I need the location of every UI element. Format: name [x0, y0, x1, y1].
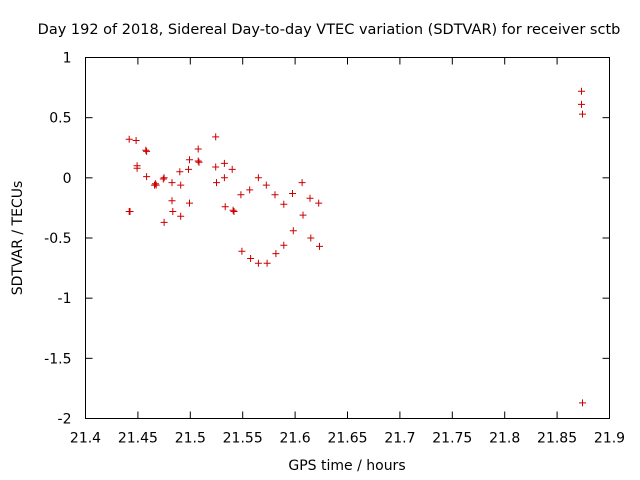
data-point	[213, 179, 220, 187]
data-point	[169, 208, 177, 215]
data-point	[229, 206, 237, 214]
plot-frame	[85, 57, 610, 419]
y-tick-label: -2	[58, 412, 72, 428]
data-point	[152, 181, 160, 189]
data-point	[177, 181, 185, 189]
data-point	[254, 259, 262, 267]
data-point	[143, 173, 151, 181]
x-axis-label: GPS time / hours	[288, 458, 405, 474]
x-tick-label: 21.85	[537, 431, 577, 447]
data-point	[212, 133, 220, 141]
y-tick-label: 0.5	[49, 111, 71, 127]
data-point	[151, 180, 159, 188]
data-point	[280, 200, 288, 208]
data-point	[133, 164, 141, 172]
data-point	[262, 181, 270, 189]
data-series	[125, 87, 586, 407]
y-tick-label: -0.5	[44, 231, 71, 247]
data-point	[160, 174, 168, 182]
data-point	[254, 174, 262, 182]
y-tick-label: 1	[63, 51, 72, 67]
data-point	[272, 250, 280, 258]
data-point	[142, 146, 150, 154]
data-point	[228, 165, 236, 173]
data-point	[194, 157, 202, 165]
data-point	[237, 191, 245, 199]
chart-title: Day 192 of 2018, Sidereal Day-to-day VTE…	[38, 22, 621, 38]
x-tick-label: 21.75	[432, 431, 472, 447]
data-point	[271, 191, 279, 199]
data-point	[578, 100, 585, 108]
data-point	[578, 87, 585, 95]
data-point	[176, 168, 184, 176]
data-point	[221, 203, 229, 211]
data-point	[177, 212, 185, 220]
x-tick-label: 21.5	[175, 431, 206, 447]
x-tick-label: 21.6	[280, 431, 311, 447]
data-point	[307, 234, 315, 242]
data-point	[212, 163, 220, 171]
data-point	[195, 158, 203, 166]
data-point	[289, 227, 297, 235]
x-tick-label: 21.45	[118, 431, 158, 447]
x-tick-label: 21.9	[594, 431, 625, 447]
x-tick-label: 21.8	[489, 431, 520, 447]
data-point	[194, 145, 202, 153]
data-point	[186, 156, 193, 164]
data-point	[220, 159, 228, 167]
data-point	[306, 194, 314, 202]
data-point	[579, 399, 586, 407]
data-point	[263, 259, 271, 267]
data-point	[185, 165, 192, 173]
data-point	[126, 208, 134, 215]
y-tick-label: -1.5	[44, 351, 71, 367]
x-tick-label: 21.4	[70, 431, 101, 447]
data-point	[316, 242, 323, 250]
data-point	[143, 147, 151, 155]
y-tick-label: -1	[58, 291, 72, 307]
data-point	[132, 137, 140, 144]
data-point	[238, 247, 246, 255]
x-tick-label: 21.55	[223, 431, 263, 447]
data-point	[298, 179, 306, 187]
x-tick-label: 21.7	[384, 431, 415, 447]
x-axis: 21.4 21.45 21.5 21.55 21.6 21.65 21.7 21.75 21.8…	[70, 57, 625, 447]
data-point	[125, 135, 133, 143]
data-point	[168, 179, 176, 187]
x-tick-label: 21.65	[327, 431, 367, 447]
data-point	[186, 199, 193, 207]
data-point	[280, 241, 288, 249]
data-point	[289, 190, 296, 197]
y-axis-label: SDTVAR / TECUs	[10, 181, 26, 296]
data-point	[160, 218, 168, 226]
data-point	[315, 199, 323, 207]
data-point	[230, 208, 238, 215]
data-point	[579, 110, 586, 118]
data-point	[220, 174, 228, 182]
data-point	[168, 197, 176, 205]
y-axis: 1 0.5 0 -0.5 -1 -1.5 -2	[44, 51, 610, 428]
y-tick-label: 0	[63, 171, 72, 187]
data-point	[159, 175, 167, 183]
data-point	[247, 255, 255, 262]
data-point	[246, 186, 254, 194]
data-point	[299, 211, 307, 219]
